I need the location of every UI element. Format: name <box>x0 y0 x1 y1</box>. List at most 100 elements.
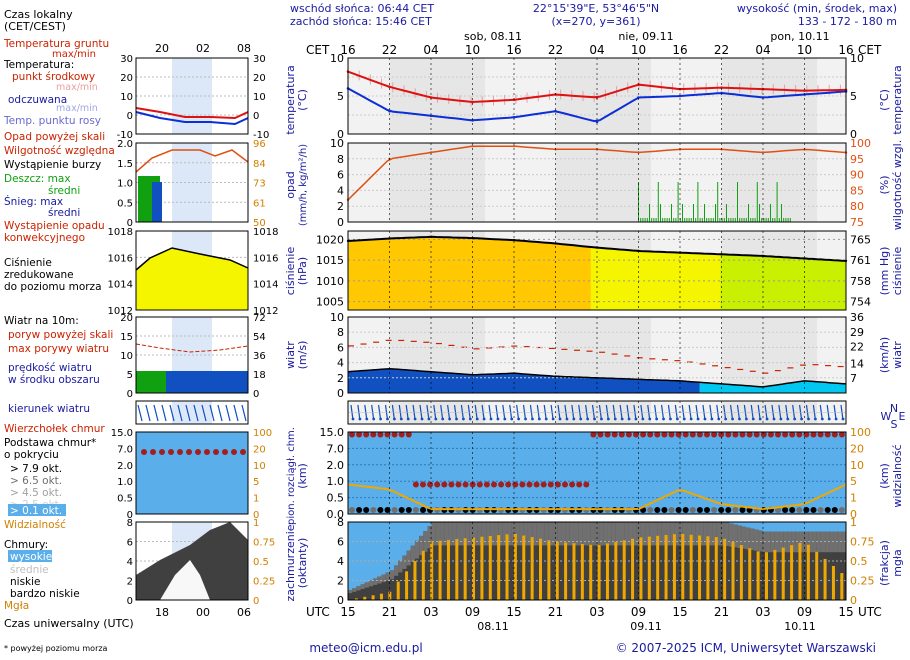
pressure-fill <box>398 238 403 310</box>
legend-okt-79: > 7.9 okt. <box>10 463 62 475</box>
temperature-point <box>388 85 391 89</box>
pressure-mmhg-tick-label: 761 <box>850 254 871 267</box>
wind-direction-head <box>813 417 817 421</box>
cloud-cover-fill <box>733 524 738 600</box>
cloud-base-dot <box>782 507 789 513</box>
mini-tick-label-left: 8 <box>127 518 133 529</box>
cloud-mid-fill <box>615 522 621 546</box>
temp-tick-label-right: 10 <box>850 52 864 65</box>
cloud-cover-fill <box>423 531 429 600</box>
cloud-top-dot <box>448 481 455 488</box>
legend-snow-max: Śnieg: max <box>4 195 63 208</box>
legend-wind-at: Wiatr na 10m: <box>4 315 79 327</box>
wind-kmh-tick-label: 14 <box>850 357 864 370</box>
pressure-fill <box>649 251 654 310</box>
pressure-fill <box>586 246 592 310</box>
cloud-mid-fill <box>532 522 537 546</box>
temperature-point <box>471 100 474 104</box>
cloud-top-dot <box>441 481 448 488</box>
cet-hour-label: 10 <box>465 43 480 57</box>
pressure-fill <box>385 238 391 310</box>
pressure-fill <box>611 248 617 310</box>
cloud-base-tick-label: 0.0 <box>327 508 345 521</box>
legend-footnote: * powyżej poziomu morza <box>4 644 108 653</box>
footer-email[interactable]: meteo@icm.edu.pl <box>309 641 422 655</box>
cloud-top-dot <box>427 481 434 488</box>
pressure-fill <box>360 240 366 310</box>
cloud-cover-fill <box>561 522 567 600</box>
mini-wind-arrow <box>169 404 175 422</box>
mini-frame-mwind <box>135 316 249 394</box>
mini-temp-line <box>135 107 249 120</box>
wind-direction-head <box>524 417 527 421</box>
cloud-cover-fill <box>774 531 780 600</box>
label-fog-unit: (frakcja) <box>878 540 891 586</box>
pressure-fill <box>389 238 395 310</box>
wind-speed-fill <box>741 385 747 393</box>
cloud-base-dot <box>405 507 412 513</box>
wind-speed-fill <box>515 373 521 393</box>
cloud-cover-fill <box>741 526 747 600</box>
grid-text: (x=270, y=361) <box>551 15 640 28</box>
mini-tick-label-left: 1.0 <box>117 477 133 488</box>
pressure-point <box>761 254 765 258</box>
utc-hour-label: 03 <box>423 605 438 619</box>
pressure-fill <box>741 255 747 310</box>
wind-speed-fill <box>603 378 608 393</box>
cloud-cover-fill <box>749 528 755 600</box>
cloud-base-dot <box>817 507 824 513</box>
cloud-base-dot <box>696 507 703 513</box>
legend-high-box <box>8 550 52 562</box>
pressure-fill <box>816 259 822 310</box>
wind-speed-fill <box>645 379 650 393</box>
wind-speed-fill <box>385 368 391 393</box>
mini-tick-label-left: 6 <box>127 538 133 549</box>
cloud-mid-fill <box>444 522 449 546</box>
utc-hour-label: 21 <box>714 605 729 619</box>
wind-speed-fill <box>762 386 767 393</box>
cover-tick-label: 2 <box>337 575 344 588</box>
cloud-base-dot <box>363 507 370 513</box>
utc-hour-label: 09 <box>631 605 646 619</box>
wind-speed-fill <box>749 385 755 393</box>
wind-speed-fill <box>632 379 638 393</box>
cloud-base-dot <box>384 507 391 513</box>
wind-speed-fill <box>481 374 487 393</box>
pressure-fill <box>774 256 780 310</box>
cloud-cover-fill <box>406 550 412 600</box>
cloud-base-dot <box>654 507 661 513</box>
legend-dewpoint: Temp. punktu rosy <box>3 115 101 127</box>
cloud-cover-fill <box>770 531 776 600</box>
cloud-cover-fill <box>766 531 772 600</box>
wind-speed-fill <box>607 378 613 393</box>
cloud-cover-fill <box>703 522 709 600</box>
cloud-cover-fill <box>402 555 408 600</box>
wind-kmh-tick-label: 7 <box>850 372 857 385</box>
mini-wind-arrow <box>209 404 215 422</box>
cloud-mid-fill <box>502 522 508 546</box>
utc-hour-label: 21 <box>548 605 563 619</box>
cloud-mid-fill <box>377 576 382 584</box>
label-wind-unit: (m/s) <box>296 341 309 370</box>
mini-tick-label-right: 0 <box>253 111 259 122</box>
wind-speed-fill <box>394 369 399 393</box>
cloud-cover-fill <box>653 522 659 600</box>
fog-bar <box>656 535 660 600</box>
humidity-tick-label: 85 <box>850 184 864 197</box>
legend-rain-max: Deszcz: max <box>4 173 71 185</box>
cloud-mid-fill <box>716 522 721 546</box>
legend-utc-time: Czas uniwersalny (UTC) <box>4 617 134 630</box>
wind-speed-fill <box>799 381 805 393</box>
mini-cloud-top-dot <box>141 449 147 455</box>
pressure-fill <box>808 258 814 310</box>
wind-speed-fill <box>804 380 809 393</box>
cloud-cover-fill <box>394 565 399 600</box>
fog-bar <box>430 541 434 600</box>
cet-hour-label: 16 <box>340 43 355 57</box>
cloud-mid-fill <box>707 522 713 546</box>
wind-speed-fill <box>674 380 680 393</box>
wind-direction-head <box>655 417 659 421</box>
fog-tick-label: 0 <box>850 594 857 607</box>
cloud-mid-fill <box>611 522 617 546</box>
wind-direction-head <box>744 417 748 421</box>
